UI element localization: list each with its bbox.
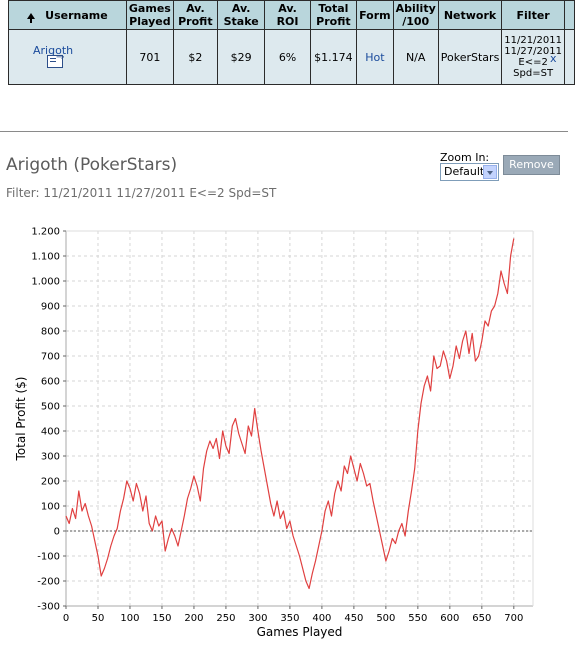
x-tick-label: 400 — [312, 613, 331, 624]
cell-ability: N/A — [392, 29, 439, 85]
y-tick-label: 0 — [54, 527, 60, 538]
x-tick-label: 50 — [92, 613, 105, 624]
column-header-label: Stake — [223, 15, 259, 28]
filter-line: 11/27/2011 — [504, 46, 562, 57]
column-header-av-roi[interactable]: Av. ROI — [264, 0, 311, 30]
y-tick-label: 400 — [41, 427, 60, 438]
cell-network: PokerStars — [437, 29, 503, 85]
zoom-select[interactable]: Default — [440, 163, 499, 181]
column-header-games-played[interactable]: Games Played — [125, 0, 174, 30]
column-header-label: Profit — [178, 15, 213, 28]
cell-form: Hot — [356, 29, 394, 85]
column-header-form[interactable]: Form — [356, 0, 394, 30]
column-header-ability[interactable]: Ability /100 — [392, 0, 439, 30]
x-tick-label: 500 — [376, 613, 395, 624]
profit-series-line — [65, 238, 515, 590]
column-header-label: Av. — [186, 2, 205, 15]
y-tick-label: 800 — [41, 327, 60, 338]
column-header-network[interactable]: Network — [437, 0, 503, 30]
y-tick-label: 900 — [41, 302, 60, 313]
column-header-av-stake[interactable]: Av. Stake — [216, 0, 266, 30]
x-tick-label: 100 — [120, 613, 139, 624]
profit-chart: -300-200-1000100200300400500600700800900… — [14, 227, 534, 639]
sort-arrow-icon[interactable] — [27, 12, 36, 23]
y-tick-label: 500 — [41, 402, 60, 413]
column-header-label: Games — [128, 2, 171, 15]
section-divider — [0, 131, 568, 132]
column-header-label: /100 — [402, 15, 430, 28]
column-header-label: Total — [318, 2, 349, 15]
x-tick-label: 700 — [504, 613, 523, 624]
x-tick-label: 0 — [63, 613, 69, 624]
y-tick-label: 1.200 — [31, 227, 60, 238]
zoom-select-value: Default — [444, 165, 485, 178]
column-header-label: Played — [129, 15, 171, 28]
y-axis-label: Total Profit ($) — [14, 377, 28, 462]
table-header-row: Username Games Played Av. Profit Av. Sta… — [8, 0, 575, 30]
x-tick-label: 200 — [184, 613, 203, 624]
column-header-username[interactable]: Username — [8, 0, 127, 30]
y-tick-label: 200 — [41, 477, 60, 488]
filter-line: E<=2 — [518, 57, 548, 68]
y-tick-label: -200 — [37, 577, 60, 588]
y-tick-label: 100 — [41, 502, 60, 513]
plot-area — [66, 231, 533, 606]
table-row: Arigoth 701 $2 $29 6% $1.174 Hot N/A Pok… — [8, 29, 575, 85]
filter-line: 11/21/2011 — [504, 35, 562, 46]
cell-total-profit: $1.174 — [309, 29, 358, 85]
chart-title: Arigoth (PokerStars) — [6, 155, 178, 175]
cell-games-played: 701 — [125, 29, 174, 85]
remove-button[interactable]: Remove — [503, 155, 560, 175]
column-header-label: Username — [45, 8, 108, 22]
column-header-label: Av. ROI — [276, 2, 299, 28]
x-tick-label: 250 — [216, 613, 235, 624]
column-header-label: Network — [443, 8, 497, 22]
chevron-down-icon[interactable] — [483, 165, 497, 179]
cell-av-roi: 6% — [264, 29, 311, 85]
y-tick-label: 1.100 — [31, 252, 60, 263]
y-tick-label: -100 — [37, 552, 60, 563]
cell-av-profit: $2 — [172, 29, 218, 85]
chart-filter-text: Filter: 11/21/2011 11/27/2011 E<=2 Spd=S… — [6, 186, 277, 200]
x-tick-label: 450 — [344, 613, 363, 624]
y-tick-label: -300 — [37, 602, 60, 613]
x-tick-label: 550 — [408, 613, 427, 624]
stats-table: Username Games Played Av. Profit Av. Sta… — [8, 0, 575, 85]
y-tick-label: 700 — [41, 352, 60, 363]
column-header-filter[interactable]: Filter — [501, 0, 565, 30]
y-tick-label: 1.000 — [31, 277, 60, 288]
column-header-label: Form — [359, 8, 391, 22]
cell-username: Arigoth — [8, 29, 127, 85]
x-tick-label: 300 — [248, 613, 267, 624]
column-header-label: Filter — [516, 8, 550, 22]
column-header-close — [563, 0, 575, 30]
form-link[interactable]: Hot — [365, 50, 385, 64]
x-tick-label: 150 — [152, 613, 171, 624]
zoom-label: Zoom In: — [440, 151, 490, 164]
remove-row-link[interactable]: x — [550, 52, 557, 65]
column-header-av-profit[interactable]: Av. Profit — [172, 0, 218, 30]
column-header-label: Ability — [395, 2, 436, 15]
y-tick-label: 600 — [41, 377, 60, 388]
cell-close — [563, 29, 575, 85]
column-header-label: Profit — [316, 15, 351, 28]
column-header-total-profit[interactable]: Total Profit — [309, 0, 358, 30]
filter-line: Spd=ST — [513, 68, 554, 79]
column-header-label: Av. — [231, 2, 251, 15]
x-axis-label: Games Played — [257, 625, 343, 639]
x-tick-label: 600 — [440, 613, 459, 624]
cell-av-stake: $29 — [216, 29, 266, 85]
x-tick-label: 350 — [280, 613, 299, 624]
x-tick-label: 650 — [472, 613, 491, 624]
y-tick-label: 300 — [41, 452, 60, 463]
export-icon[interactable] — [47, 52, 64, 69]
